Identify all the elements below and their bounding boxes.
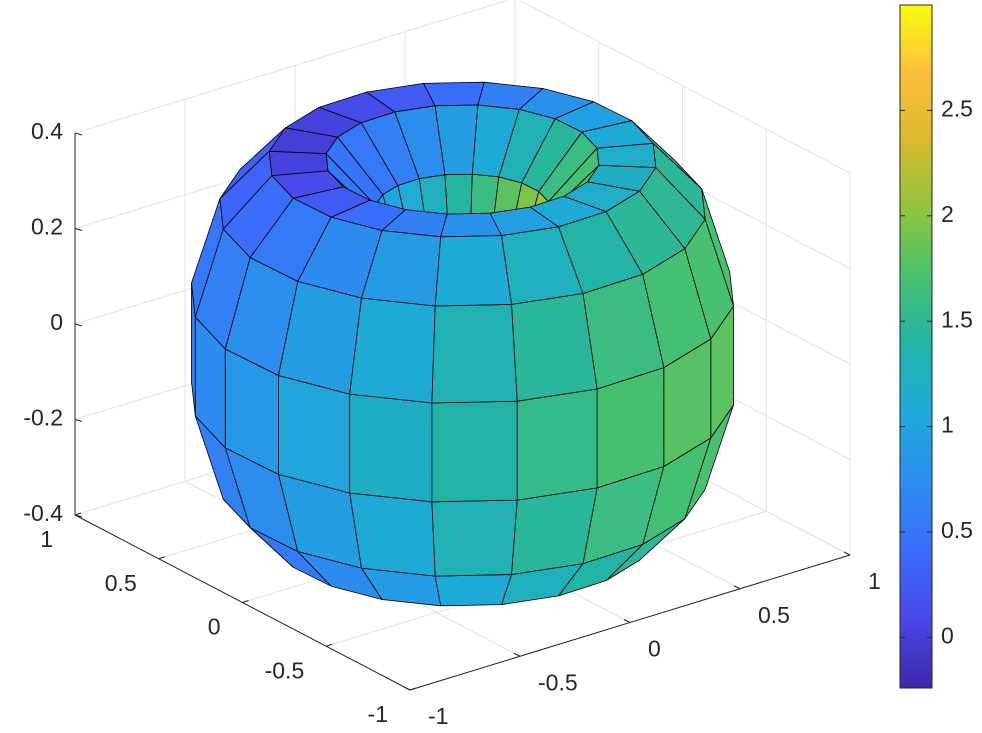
z-tick — [74, 323, 83, 327]
colorbar-gradient — [899, 4, 933, 689]
surface-patch — [434, 235, 512, 307]
colorbar-tick-label: 2.5 — [941, 95, 973, 121]
z-tick-label: -0.2 — [23, 405, 63, 431]
colorbar-tick-label: 1 — [941, 412, 954, 438]
y-tick — [242, 600, 249, 603]
colorbar-tick-label: 0 — [941, 622, 954, 648]
y-tick — [409, 687, 417, 691]
grid-line — [517, 0, 851, 174]
surface-patch — [349, 492, 436, 577]
surface-patch — [511, 293, 598, 402]
x-tick — [843, 551, 851, 556]
y-tick-label: 1 — [40, 526, 53, 552]
z-tick — [74, 132, 83, 136]
y-tick-label: 0 — [208, 614, 221, 640]
x-tick-label: -1 — [428, 703, 448, 729]
x-tick-label: 0.5 — [758, 602, 790, 628]
z-tick-label: -0.4 — [23, 500, 63, 526]
y-tick-label: -0.5 — [265, 657, 305, 683]
surface-patch — [516, 388, 598, 501]
z-tick-label: 0.2 — [31, 214, 63, 240]
x-tick — [733, 585, 741, 590]
y-tick — [158, 556, 165, 560]
surface-patch — [349, 393, 433, 503]
surface-patch — [278, 375, 351, 494]
axes: -0.4 -0.2 0 0.2 0.4 -1 -0.5 0 0.5 1 -1 -0.5 0 0.5 1 — [23, 118, 880, 729]
surface-patch — [349, 297, 436, 404]
x-tick-label: -0.5 — [538, 669, 578, 695]
z-tick-label: 0 — [50, 309, 63, 335]
x-tick — [513, 652, 521, 657]
x-tick — [403, 686, 411, 691]
colorbar-tick-label: 0.5 — [941, 517, 973, 543]
colorbar: 0 0.5 1 1.5 2 2.5 — [899, 4, 973, 689]
z-tick-label: 0.4 — [31, 118, 63, 144]
x-tick-label: 0 — [648, 636, 661, 662]
surface-patch — [431, 499, 518, 577]
grid-line — [74, 0, 511, 134]
surface — [191, 81, 734, 607]
surface-patch — [431, 304, 518, 404]
y-tick-label: -1 — [368, 701, 388, 727]
y-tick-label: 0.5 — [105, 570, 137, 596]
x-tick-label: 1 — [868, 568, 881, 594]
y-tick — [326, 643, 333, 647]
y-tick — [74, 512, 82, 516]
surface-patch — [434, 574, 512, 607]
surface-patch — [596, 143, 657, 169]
z-tick — [74, 419, 83, 422]
z-tick — [74, 514, 83, 518]
colorbar-tick-label: 1.5 — [941, 306, 973, 332]
x-tick — [623, 619, 631, 623]
z-tick — [74, 228, 83, 231]
colorbar-tick-label: 2 — [941, 201, 954, 227]
surface-patch — [431, 400, 518, 503]
